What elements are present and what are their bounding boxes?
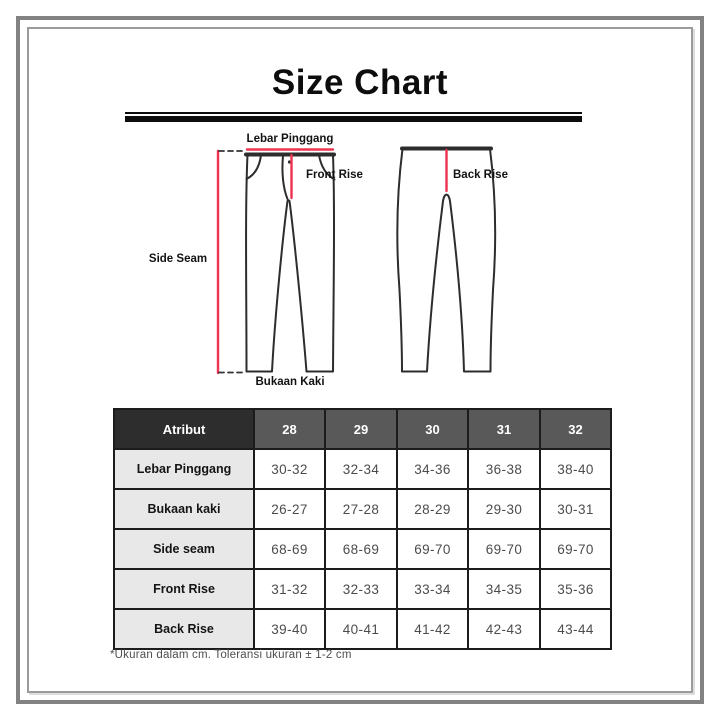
size-value-cell: 39-40 [253, 608, 326, 650]
pants-front-diagram [244, 152, 336, 373]
row-label-side-seam: Side seam [113, 528, 255, 570]
size-value-cell: 43-44 [539, 608, 612, 650]
pants-front-left-pocket [245, 154, 262, 180]
size-value-cell: 38-40 [539, 448, 612, 490]
row-label-lebar-pinggang: Lebar Pinggang [113, 448, 255, 490]
column-header-size-28: 28 [253, 408, 326, 450]
size-value-cell: 26-27 [253, 488, 326, 530]
size-value-cell: 69-70 [396, 528, 469, 570]
pants-front-outline [245, 154, 336, 373]
side-seam-dashed-extensions [218, 150, 247, 374]
pants-front-fly-seam [281, 155, 289, 200]
size-value-cell: 30-31 [539, 488, 612, 530]
size-tolerance-footnote: *Ukuran dalam cm. Toleransi ukuran ± 1-2… [110, 649, 352, 661]
size-value-cell: 32-34 [324, 448, 398, 490]
divider-thick-line [125, 116, 582, 122]
front-rise-label: Front Rise [306, 169, 363, 181]
leg-opening-label: Bukaan Kaki [255, 376, 325, 388]
table-row: Back Rise 39-40 40-41 41-42 42-43 43-44 [113, 608, 612, 650]
page-title: Size Chart [271, 63, 449, 102]
column-header-size-30: 30 [396, 408, 469, 450]
table-header-row: Atribut 28 29 30 31 32 [113, 408, 612, 450]
size-table-container: Atribut 28 29 30 31 32 Lebar Pinggang 30… [113, 408, 612, 650]
column-header-size-31: 31 [467, 408, 541, 450]
size-value-cell: 69-70 [467, 528, 541, 570]
front-measurement-lines [216, 148, 335, 375]
size-value-cell: 28-29 [396, 488, 469, 530]
table-row: Bukaan kaki 26-27 27-28 28-29 29-30 30-3… [113, 488, 612, 530]
size-value-cell: 34-36 [396, 448, 469, 490]
size-value-cell: 31-32 [253, 568, 326, 610]
pants-front-right-pocket [318, 154, 336, 181]
back-rise-label: Back Rise [453, 169, 508, 181]
size-table: Atribut 28 29 30 31 32 Lebar Pinggang 30… [113, 408, 612, 650]
column-header-attribute: Atribut [113, 408, 255, 450]
size-value-cell: 29-30 [467, 488, 541, 530]
size-value-cell: 42-43 [467, 608, 541, 650]
size-value-cell: 68-69 [324, 528, 398, 570]
pants-back-diagram [396, 146, 497, 373]
size-value-cell: 40-41 [324, 608, 398, 650]
size-value-cell: 68-69 [253, 528, 326, 570]
inner-frame-border [27, 27, 693, 693]
column-header-size-29: 29 [324, 408, 398, 450]
table-row: Front Rise 31-32 32-33 33-34 34-35 35-36 [113, 568, 612, 610]
size-value-cell: 27-28 [324, 488, 398, 530]
table-row: Side seam 68-69 68-69 69-70 69-70 69-70 [113, 528, 612, 570]
row-label-bukaan-kaki: Bukaan kaki [113, 488, 255, 530]
size-value-cell: 34-35 [467, 568, 541, 610]
outer-frame-border [16, 16, 704, 704]
divider-thin-line [125, 112, 582, 114]
size-value-cell: 35-36 [539, 568, 612, 610]
table-row: Lebar Pinggang 30-32 32-34 34-36 36-38 3… [113, 448, 612, 490]
size-value-cell: 33-34 [396, 568, 469, 610]
size-value-cell: 69-70 [539, 528, 612, 570]
size-value-cell: 30-32 [253, 448, 326, 490]
waist-label: Lebar Pinggang [246, 133, 334, 145]
pants-back-outline [396, 148, 497, 373]
column-header-size-32: 32 [539, 408, 612, 450]
row-label-front-rise: Front Rise [113, 568, 255, 610]
side-seam-label: Side Seam [148, 253, 208, 265]
size-value-cell: 32-33 [324, 568, 398, 610]
size-value-cell: 36-38 [467, 448, 541, 490]
title-divider [125, 112, 582, 122]
size-value-cell: 41-42 [396, 608, 469, 650]
row-label-back-rise: Back Rise [113, 608, 255, 650]
